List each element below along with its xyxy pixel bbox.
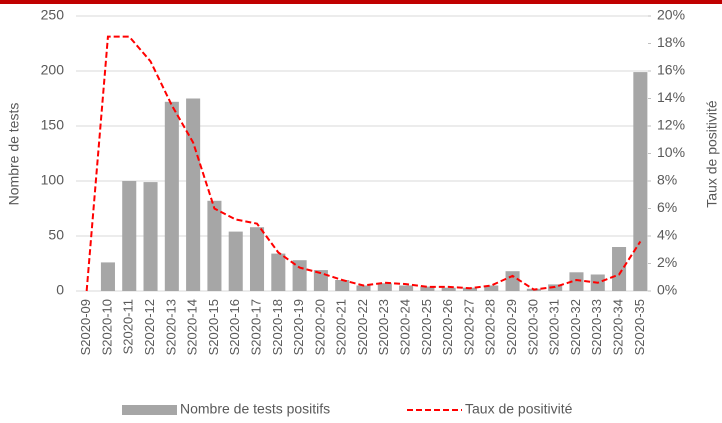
x-tick-label: S2020-12: [142, 299, 157, 355]
bar: [399, 285, 414, 291]
x-tick-label: S2020-09: [78, 299, 93, 355]
bar: [377, 283, 392, 291]
y-tick-label: 50: [48, 227, 64, 243]
x-tick-label: S2020-21: [334, 299, 349, 355]
bar: [462, 287, 478, 291]
bar: [356, 285, 371, 291]
y2-tick-label: 16%: [657, 62, 685, 78]
x-tick-label: S2020-14: [185, 299, 200, 355]
x-tick-label: S2020-23: [376, 299, 391, 355]
y2-tick-label: 10%: [657, 144, 685, 160]
y2-tick-label: 12%: [657, 117, 685, 133]
x-tick-label: S2020-22: [355, 299, 370, 355]
bar: [228, 231, 243, 291]
bar: [249, 227, 265, 291]
y2-tick-label: 4%: [657, 227, 677, 243]
bar: [164, 101, 179, 291]
x-tick-label: S2020-10: [99, 299, 114, 355]
bar: [313, 270, 328, 291]
y-tick-label: 150: [41, 117, 65, 133]
x-tick-label: S2020-34: [610, 299, 625, 355]
bar: [633, 72, 648, 291]
y-tick-label: 100: [41, 172, 65, 188]
x-tick-label: S2020-32: [568, 299, 583, 355]
bar: [420, 286, 435, 291]
y2-tick-label: 6%: [657, 199, 677, 215]
legend-swatch: [122, 405, 177, 415]
x-tick-label: S2020-17: [248, 299, 263, 355]
x-tick-label: S2020-25: [419, 299, 434, 355]
x-tick-label: S2020-18: [270, 299, 285, 355]
bar: [186, 98, 201, 291]
bar: [484, 285, 499, 291]
x-tick-label: S2020-13: [163, 299, 178, 355]
bar: [122, 181, 137, 291]
x-tick-label: S2020-19: [291, 299, 306, 355]
bar: [271, 253, 286, 291]
bar: [207, 200, 222, 291]
bar: [441, 287, 456, 291]
y-tick-label: 200: [41, 62, 65, 78]
x-tick-label: S2020-16: [227, 299, 242, 355]
y-tick-label: 250: [41, 7, 65, 23]
bar: [143, 182, 158, 291]
x-tick-label: S2020-26: [440, 299, 455, 355]
bar: [505, 271, 520, 291]
x-tick-label: S2020-20: [312, 299, 327, 355]
bar: [569, 272, 584, 291]
bar: [612, 247, 627, 291]
y2-tick-label: 8%: [657, 172, 677, 188]
x-tick-label: S2020-28: [483, 299, 498, 355]
x-tick-label: S2020-27: [461, 299, 476, 355]
x-tick-label: S2020-31: [547, 299, 562, 355]
bar: [100, 262, 115, 291]
header-bar: [0, 0, 722, 4]
x-tick-label: S2020-30: [525, 299, 540, 355]
legend-label: Nombre de tests positifs: [180, 401, 330, 417]
y2-tick-label: 2%: [657, 254, 677, 270]
x-tick-label: S2020-15: [206, 299, 221, 355]
x-tick-label: S2020-33: [589, 299, 604, 355]
x-tick-label: S2020-29: [504, 299, 519, 355]
y2-tick-label: 20%: [657, 7, 685, 23]
x-tick-label: S2020-35: [632, 299, 647, 355]
y2-tick-label: 18%: [657, 34, 685, 50]
y-tick-label: 0: [56, 282, 64, 298]
x-tick-label: S2020-11: [121, 299, 136, 354]
x-tick-label: S2020-24: [398, 299, 413, 355]
legend-label: Taux de positivité: [465, 401, 573, 417]
line: [85, 35, 642, 292]
y2-tick-label: 14%: [657, 89, 685, 105]
y2-axis-label: Taux de positivité: [704, 100, 720, 208]
bar: [335, 280, 350, 291]
y-axis-label: Nombre de tests: [6, 103, 22, 206]
y2-tick-label: 0%: [657, 282, 677, 298]
